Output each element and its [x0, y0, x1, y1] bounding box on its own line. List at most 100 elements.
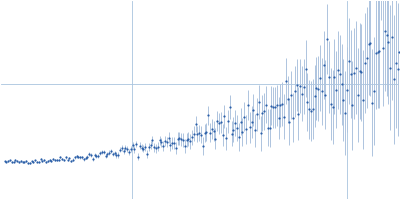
Point: [373, 52, 379, 55]
Point: [355, 94, 361, 97]
Point: [21, 160, 28, 163]
Point: [14, 159, 20, 162]
Point: [63, 156, 69, 159]
Point: [243, 128, 249, 131]
Point: [82, 156, 89, 159]
Point: [308, 109, 314, 112]
Point: [328, 102, 334, 106]
Point: [223, 137, 230, 140]
Point: [279, 102, 285, 106]
Point: [331, 75, 338, 78]
Point: [136, 144, 143, 147]
Point: [274, 104, 280, 107]
Point: [162, 139, 168, 142]
Point: [228, 132, 235, 135]
Point: [23, 159, 29, 163]
Point: [79, 156, 85, 159]
Point: [48, 160, 55, 163]
Point: [158, 141, 164, 144]
Point: [380, 46, 386, 49]
Point: [270, 106, 276, 109]
Point: [198, 133, 204, 136]
Point: [59, 157, 66, 161]
Point: [185, 138, 192, 141]
Point: [32, 159, 38, 162]
Point: [72, 156, 78, 159]
Point: [281, 115, 287, 118]
Point: [12, 158, 18, 162]
Point: [306, 108, 312, 111]
Point: [36, 160, 42, 164]
Point: [264, 126, 271, 129]
Point: [300, 85, 307, 88]
Point: [333, 88, 340, 91]
Point: [111, 151, 118, 155]
Point: [90, 157, 96, 160]
Point: [167, 143, 174, 147]
Point: [50, 158, 56, 161]
Point: [227, 106, 233, 109]
Point: [268, 104, 274, 107]
Point: [353, 66, 359, 69]
Point: [57, 155, 64, 158]
Point: [324, 38, 330, 41]
Point: [209, 127, 215, 131]
Point: [297, 85, 303, 88]
Point: [356, 69, 363, 73]
Point: [64, 159, 71, 162]
Point: [115, 153, 121, 157]
Point: [131, 148, 138, 151]
Point: [97, 152, 103, 155]
Point: [284, 98, 291, 101]
Point: [70, 158, 76, 161]
Point: [360, 98, 366, 101]
Point: [369, 101, 376, 104]
Point: [348, 73, 354, 76]
Point: [257, 132, 264, 135]
Point: [396, 50, 400, 54]
Point: [387, 66, 394, 69]
Point: [18, 159, 24, 162]
Point: [147, 143, 154, 146]
Point: [164, 141, 170, 144]
Point: [322, 93, 329, 97]
Point: [203, 131, 210, 134]
Point: [126, 150, 132, 154]
Point: [317, 76, 323, 80]
Point: [225, 120, 231, 123]
Point: [340, 98, 347, 101]
Point: [384, 33, 390, 37]
Point: [364, 56, 370, 59]
Point: [351, 72, 358, 75]
Point: [19, 160, 26, 163]
Point: [290, 116, 296, 119]
Point: [3, 160, 10, 163]
Point: [45, 159, 51, 162]
Point: [191, 132, 197, 135]
Point: [106, 151, 112, 154]
Point: [120, 150, 127, 153]
Point: [104, 153, 110, 156]
Point: [180, 138, 186, 142]
Point: [218, 121, 224, 124]
Point: [118, 146, 125, 149]
Point: [160, 144, 166, 147]
Point: [5, 159, 11, 163]
Point: [192, 123, 199, 126]
Point: [346, 60, 352, 63]
Point: [16, 160, 22, 163]
Point: [202, 132, 208, 135]
Point: [156, 139, 163, 142]
Point: [7, 159, 13, 162]
Point: [277, 104, 284, 107]
Point: [113, 153, 120, 157]
Point: [149, 139, 156, 142]
Point: [214, 119, 220, 123]
Point: [254, 113, 260, 116]
Point: [261, 110, 267, 113]
Point: [174, 137, 181, 140]
Point: [200, 144, 206, 148]
Point: [68, 159, 74, 162]
Point: [394, 68, 400, 71]
Point: [220, 133, 226, 137]
